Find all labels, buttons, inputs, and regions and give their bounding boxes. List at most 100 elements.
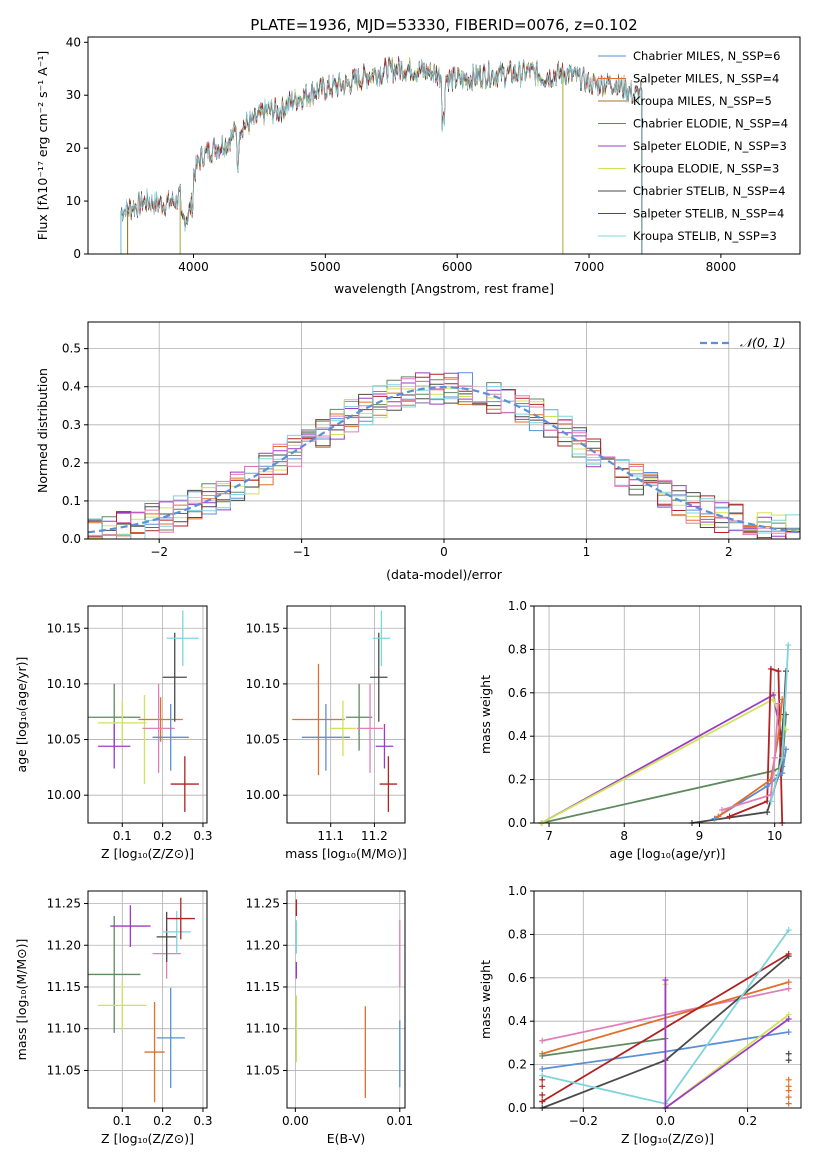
legend-label: Kroupa STELIB, N_SSP=3 — [633, 229, 777, 243]
y-tick-label: 11.25 — [47, 897, 81, 911]
x-axis-label: age [log₁₀(age/yr)] — [610, 846, 726, 861]
plus-marker — [719, 806, 726, 813]
mass-weight-line — [721, 703, 780, 811]
y-tick-label: 10.10 — [47, 677, 81, 691]
errorbar-axes-frame — [286, 605, 406, 824]
x-tick-label: 10 — [767, 829, 782, 843]
x-tick-label: 0.3 — [193, 829, 212, 843]
mass-weight-axes-frame — [533, 605, 802, 824]
plus-marker — [775, 700, 782, 707]
x-tick-label: 0.2 — [738, 1114, 757, 1128]
x-tick-label: 11.1 — [317, 829, 344, 843]
y-axis-label: mass weight — [478, 675, 493, 754]
y-tick-label: 40 — [66, 35, 81, 49]
y-tick-label: 11.25 — [246, 897, 280, 911]
plus-marker — [539, 1091, 546, 1098]
legend-label: Salpeter STELIB, N_SSP=4 — [633, 207, 784, 221]
plus-marker — [715, 813, 722, 820]
y-tick-label: 11.10 — [47, 1022, 81, 1036]
plus-marker — [726, 813, 733, 820]
spectrum-legend: Chabrier MILES, N_SSP=6 Salpeter MILES, N… — [598, 49, 788, 243]
y-tick-label: 0.0 — [508, 1101, 527, 1115]
y-tick-label: 0.6 — [508, 971, 527, 985]
normal-reference-curve — [87, 385, 801, 534]
plus-marker — [785, 1029, 792, 1036]
y-tick-label: 10.15 — [246, 621, 280, 635]
plus-marker — [764, 783, 771, 790]
plus-marker — [785, 985, 792, 992]
errorbar-axes-frame — [87, 890, 208, 1109]
plus-marker — [539, 1065, 546, 1072]
x-tick-label: 4000 — [178, 260, 209, 274]
y-axis-label: mass weight — [478, 960, 493, 1039]
x-tick-label: 8000 — [706, 260, 737, 274]
x-axis-label: wavelength [Angstrom, rest frame] — [334, 281, 554, 296]
y-tick-label: 11.10 — [246, 1022, 280, 1036]
panel-age-vs-Z: 0.1 0.2 0.3 10.00 10.05 10.10 10.15 Z [log₁₀(Z/… — [14, 605, 213, 861]
histogram-step — [88, 383, 800, 540]
x-tick-label: 2 — [725, 545, 733, 559]
panel-age-vs-mass: 11.1 11.2 10.00 10.05 10.10 10.15 mass [log₁₀(… — [246, 605, 407, 861]
x-axis-label: (data-model)/error — [386, 567, 503, 582]
y-tick-label: 1.0 — [508, 884, 527, 898]
plus-marker — [779, 696, 786, 703]
x-tick-label: 0.1 — [113, 829, 132, 843]
legend-label: Chabrier ELODIE, N_SSP=4 — [633, 117, 788, 131]
y-tick-label: 0.2 — [62, 456, 81, 470]
legend-label: Salpeter MILES, N_SSP=4 — [633, 72, 779, 86]
x-tick-label: 0.2 — [153, 829, 172, 843]
plus-marker — [785, 927, 792, 934]
plus-marker — [775, 668, 782, 675]
y-tick-label: 11.05 — [246, 1063, 280, 1077]
y-tick-label: 10.05 — [47, 733, 81, 747]
y-axis-label: Normed distribution — [35, 368, 50, 493]
x-tick-label: 0.00 — [282, 1114, 309, 1128]
y-axis-label: age [log₁₀(age/yr)] — [14, 657, 29, 773]
y-tick-label: 0 — [73, 247, 81, 261]
y-tick-label: 10.15 — [47, 621, 81, 635]
y-axis-label: mass [log₁₀(M/M⊙)] — [14, 939, 29, 1061]
plus-marker — [662, 976, 669, 983]
x-tick-label: 7 — [545, 829, 553, 843]
y-tick-label: 0.8 — [508, 642, 527, 656]
histogram-step — [88, 378, 800, 540]
plus-marker — [785, 950, 792, 957]
y-tick-label: 0.4 — [508, 729, 527, 743]
y-tick-label: 10.10 — [246, 677, 280, 691]
mass-weight-line — [714, 749, 787, 820]
y-tick-label: 0.2 — [508, 1058, 527, 1072]
y-tick-label: 0.4 — [508, 1014, 527, 1028]
plus-marker — [764, 809, 771, 816]
spectrum-series-line — [120, 58, 642, 232]
x-tick-label: 1 — [583, 545, 591, 559]
plus-marker — [785, 1100, 792, 1107]
mass-weight-line — [541, 714, 787, 824]
y-tick-label: 0.6 — [508, 686, 527, 700]
y-tick-label: 11.15 — [246, 980, 280, 994]
plus-marker — [785, 1076, 792, 1083]
y-tick-label: 1.0 — [508, 599, 527, 613]
plus-marker — [539, 1098, 546, 1105]
plus-marker — [770, 696, 777, 703]
x-tick-label: 0.3 — [193, 1114, 212, 1128]
x-tick-label: 6000 — [442, 260, 473, 274]
x-tick-label: 0.0 — [656, 1114, 675, 1128]
y-tick-label: 20 — [66, 141, 81, 155]
legend-label: Chabrier STELIB, N_SSP=4 — [633, 184, 785, 198]
errorbar-axes-frame — [87, 605, 208, 824]
plus-marker — [785, 979, 792, 986]
y-tick-label: 0.0 — [62, 532, 81, 546]
y-tick-label: 0.5 — [62, 342, 81, 356]
x-axis-label: Z [log₁₀(Z/Z⊙)] — [101, 1131, 194, 1146]
y-tick-label: 0.0 — [508, 816, 527, 830]
spectrum-lines — [120, 55, 643, 254]
y-tick-label: 10.00 — [246, 788, 280, 802]
plus-marker — [771, 754, 778, 761]
panel-spectrum: 4000 5000 6000 7000 8000 0 10 20 30 40 wavelength … — [35, 35, 801, 296]
x-axis-label: Z [log₁₀(Z/Z⊙)] — [621, 1131, 714, 1146]
errorbar-axes-frame — [286, 890, 406, 1109]
x-tick-label: −2 — [150, 545, 168, 559]
plus-marker — [539, 1052, 546, 1059]
plus-marker — [785, 1083, 792, 1090]
